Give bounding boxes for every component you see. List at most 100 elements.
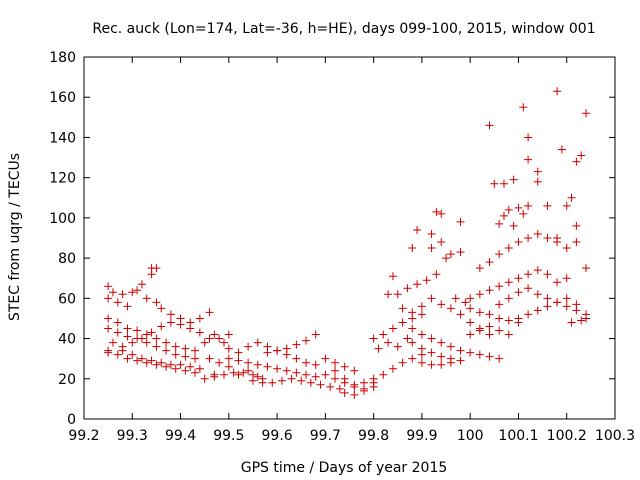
data-point — [137, 354, 146, 363]
data-point — [519, 209, 528, 218]
data-point — [123, 302, 132, 311]
data-point — [224, 362, 233, 371]
data-point — [475, 350, 484, 359]
data-point — [504, 294, 513, 303]
data-point — [417, 358, 426, 367]
data-point — [181, 344, 190, 353]
data-point — [384, 290, 393, 299]
data-point — [427, 334, 436, 343]
data-point — [388, 364, 397, 373]
x-tick-label: 100.3 — [595, 428, 635, 444]
y-tick-label: 40 — [58, 332, 76, 348]
data-point — [248, 376, 257, 385]
data-point — [311, 330, 320, 339]
data-point — [253, 372, 262, 381]
data-point — [244, 366, 253, 375]
data-point — [273, 364, 282, 373]
data-point — [456, 356, 465, 365]
data-point — [427, 360, 436, 369]
data-point — [287, 374, 296, 383]
data-point — [200, 374, 209, 383]
data-point — [543, 234, 552, 242]
data-point — [572, 300, 581, 309]
x-tick-label: 99.6 — [262, 428, 293, 444]
x-tick-label: 99.4 — [165, 428, 196, 444]
data-point — [210, 330, 219, 339]
data-point — [277, 376, 286, 385]
data-point — [427, 244, 436, 253]
data-point — [384, 338, 393, 347]
data-point — [519, 103, 528, 112]
data-point — [186, 362, 195, 371]
data-point — [302, 358, 311, 367]
data-point — [244, 342, 253, 351]
data-points — [104, 87, 591, 399]
data-point — [340, 388, 349, 397]
data-point — [359, 378, 368, 387]
data-point — [572, 221, 581, 230]
y-tick-label: 80 — [58, 251, 76, 267]
data-point — [509, 175, 518, 184]
data-point — [234, 356, 243, 365]
data-point — [524, 270, 533, 279]
data-point — [253, 338, 262, 347]
data-point — [147, 356, 156, 365]
data-point — [316, 380, 325, 389]
data-point — [432, 207, 441, 216]
data-point — [321, 370, 330, 379]
data-point — [485, 322, 494, 331]
data-point — [118, 290, 127, 299]
data-point — [413, 225, 422, 234]
data-point — [499, 211, 508, 220]
data-point — [282, 366, 291, 375]
x-tick-label: 99.5 — [213, 428, 244, 444]
data-point — [191, 346, 200, 355]
data-point — [224, 354, 233, 363]
data-point — [417, 330, 426, 339]
data-point — [514, 203, 523, 212]
data-point — [553, 278, 562, 287]
data-point — [113, 350, 122, 359]
data-point — [340, 362, 349, 371]
x-tick-label: 100.2 — [547, 428, 587, 444]
x-tick-label: 99.2 — [68, 428, 99, 444]
data-point — [292, 340, 301, 349]
data-point — [504, 244, 513, 253]
data-point — [408, 338, 417, 347]
data-point — [335, 384, 344, 393]
data-point — [123, 354, 132, 363]
data-point — [152, 360, 161, 369]
y-tick-label: 180 — [49, 50, 76, 66]
data-point — [104, 346, 113, 355]
data-point — [123, 332, 132, 341]
data-point — [524, 133, 533, 142]
data-point — [108, 288, 117, 297]
y-tick-label: 120 — [49, 171, 76, 187]
data-point — [427, 348, 436, 357]
data-point — [514, 288, 523, 297]
data-point — [137, 334, 146, 343]
data-point — [562, 302, 571, 311]
data-point — [427, 229, 436, 238]
data-point — [577, 316, 586, 325]
data-point — [485, 352, 494, 361]
data-point — [369, 334, 378, 343]
data-point — [331, 366, 340, 375]
data-point — [524, 234, 533, 242]
data-point — [413, 280, 422, 289]
data-point — [533, 177, 542, 186]
data-point — [326, 382, 335, 391]
data-point — [379, 370, 388, 379]
data-point — [533, 167, 542, 176]
x-tick-label: 99.3 — [117, 428, 148, 444]
data-point — [302, 370, 311, 379]
data-point — [437, 360, 446, 369]
data-point — [466, 318, 475, 327]
data-point — [210, 372, 219, 381]
y-axis-title-group: STEC from uqrg / TECUs — [7, 153, 23, 321]
data-point — [350, 380, 359, 389]
data-point — [157, 304, 166, 313]
data-point — [499, 179, 508, 188]
data-point — [504, 278, 513, 287]
data-point — [133, 286, 142, 295]
